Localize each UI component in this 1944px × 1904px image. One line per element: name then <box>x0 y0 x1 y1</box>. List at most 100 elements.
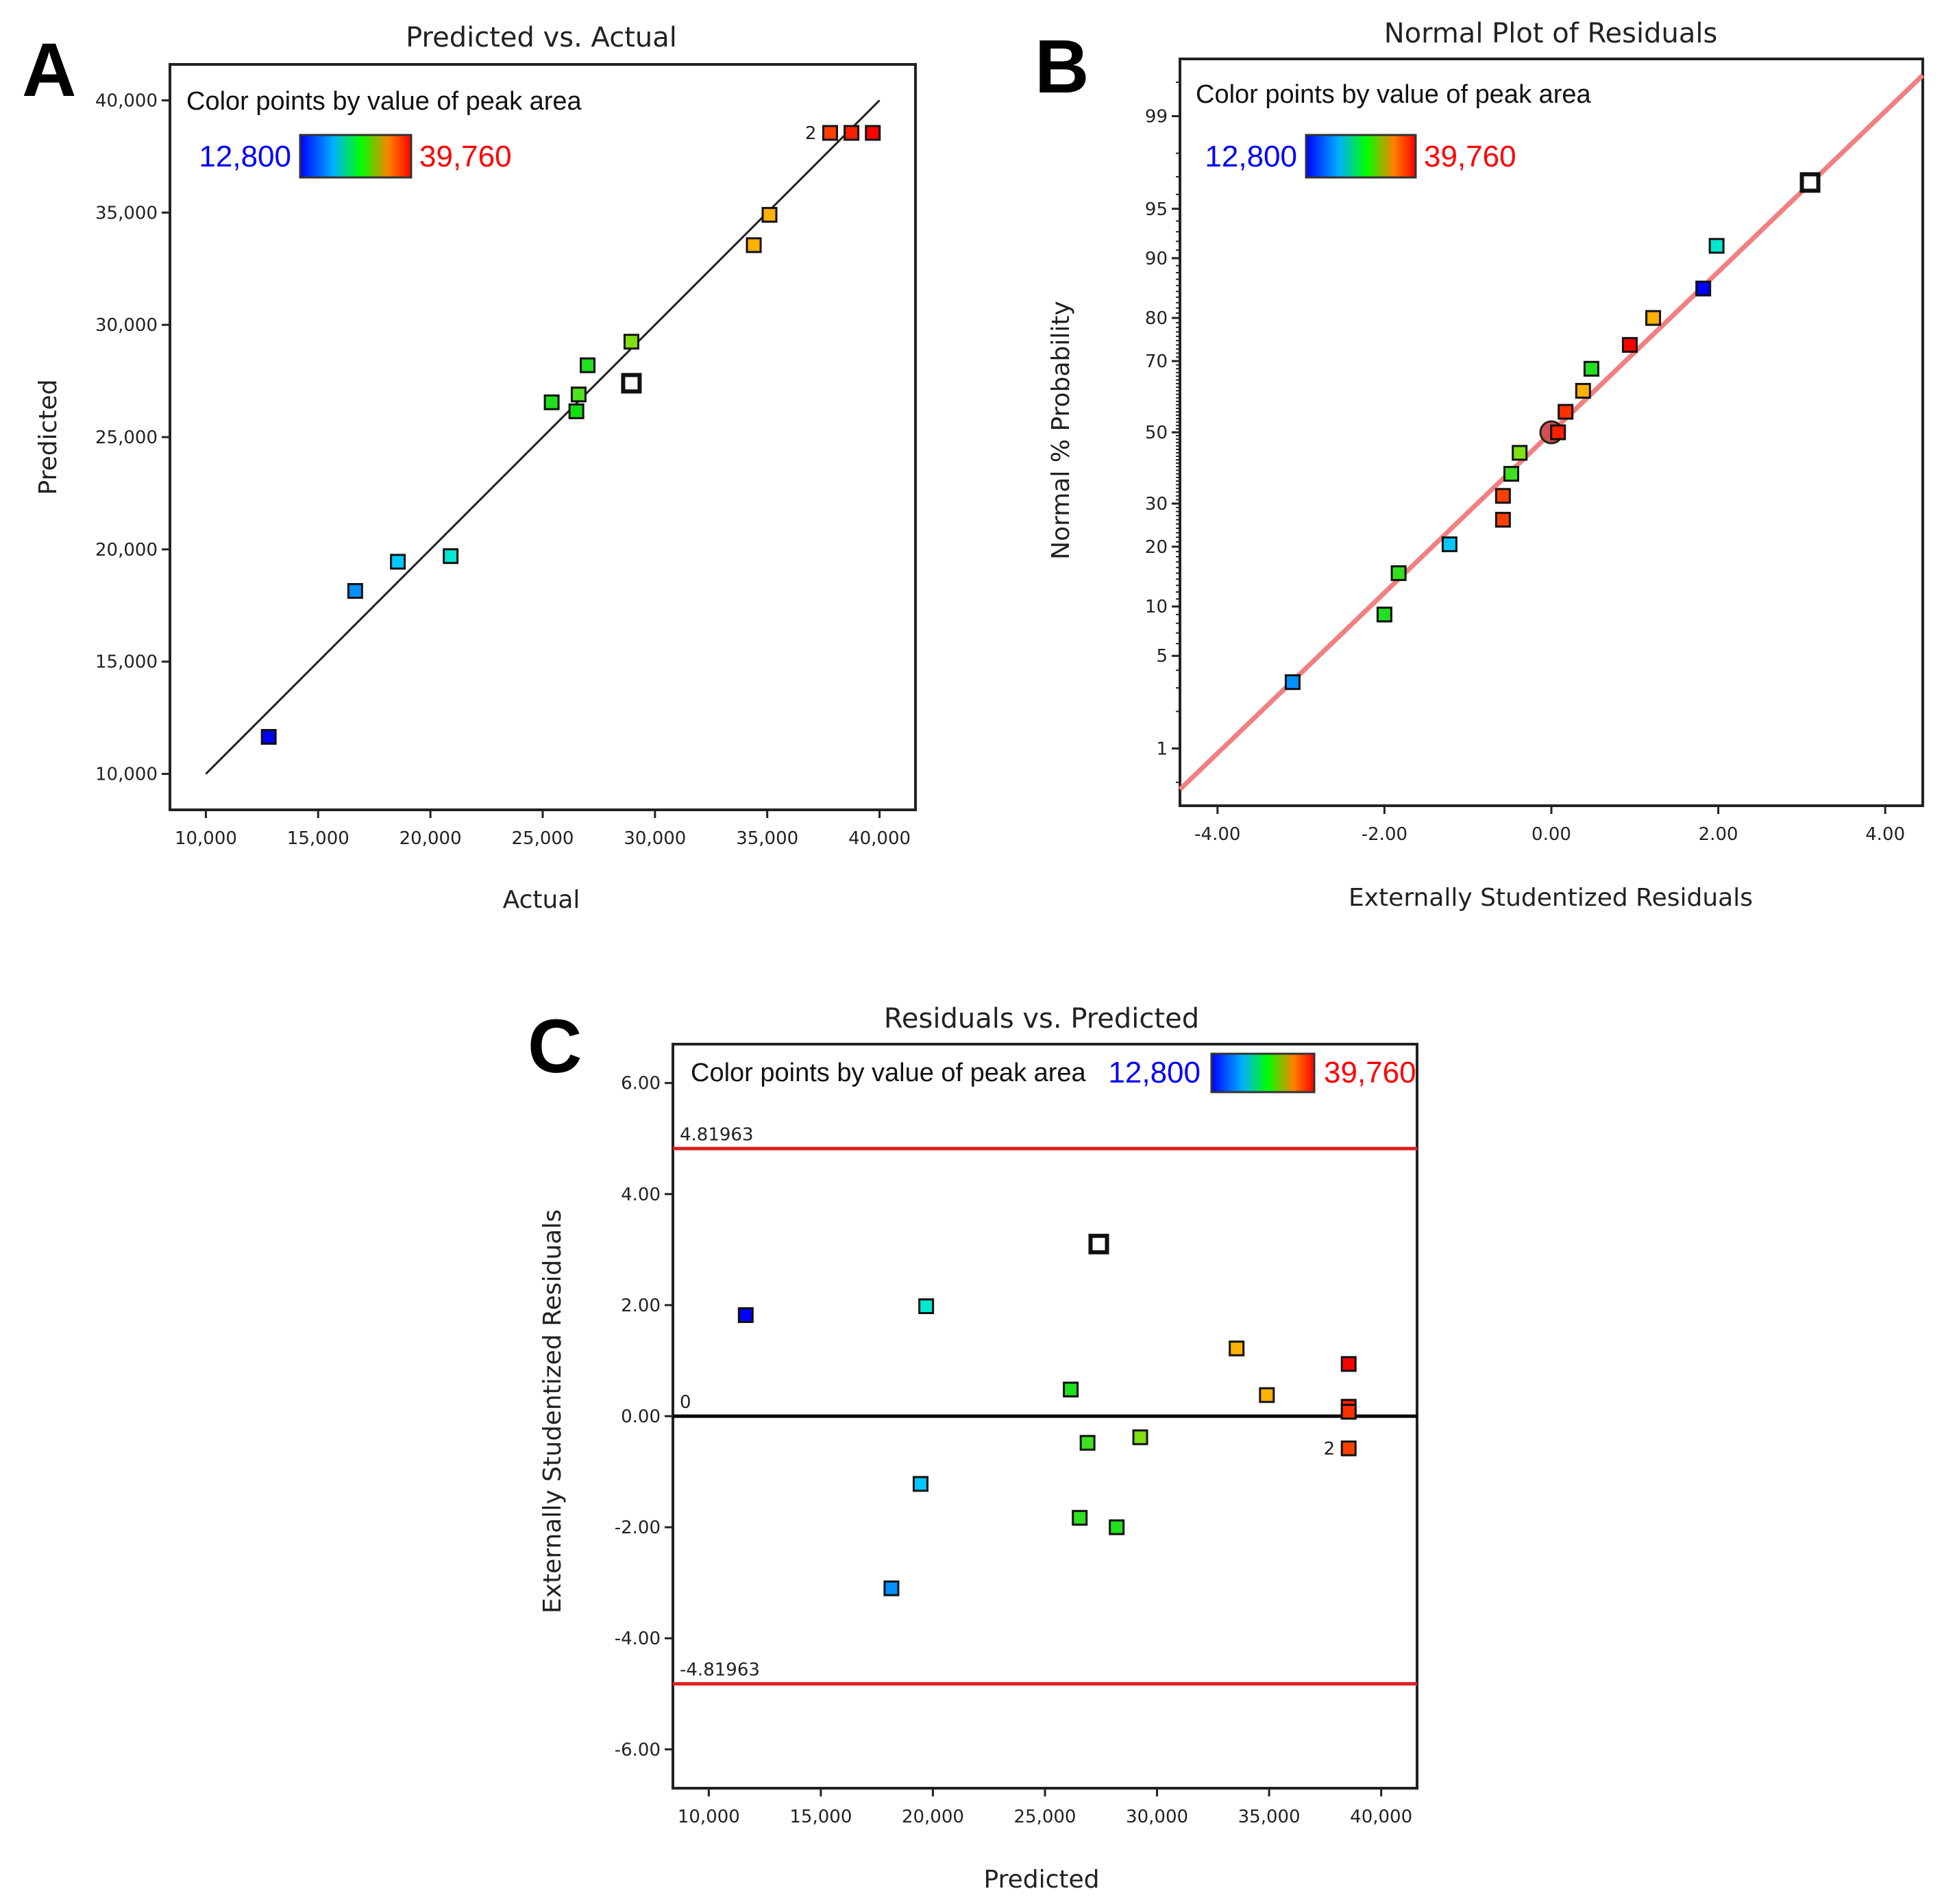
chart-b-data-point <box>1494 512 1511 528</box>
chart-c-lower-limit-label: -4.81963 <box>680 1660 760 1681</box>
legend-color-bar <box>299 134 413 179</box>
chart-a-data-point <box>621 373 642 394</box>
chart-c-data-point <box>1229 1340 1245 1357</box>
chart-b-data-point <box>1441 536 1457 552</box>
chart-a-data-point <box>580 357 596 373</box>
chart-c-y-tick-label: 0.00 <box>621 1407 661 1427</box>
legend-min-value: 12,800 <box>199 140 291 173</box>
chart-c-data-point <box>1340 1404 1357 1420</box>
chart-c-x-tick-label: 10,000 <box>678 1807 740 1827</box>
chart-b-x-tick-label: 0.00 <box>1531 824 1571 845</box>
chart-c-y-tick-label: -6.00 <box>615 1740 661 1760</box>
chart-a-y-axis-label: Predicted <box>34 380 62 495</box>
chart-c-data-point <box>1259 1387 1275 1403</box>
legend-title: Color points by value of peak area <box>186 87 582 116</box>
chart-b-y-tick-label: 5 <box>1156 646 1168 667</box>
chart-b-data-point <box>1708 238 1725 254</box>
legend-min-value: 12,800 <box>1108 1056 1201 1089</box>
chart-a-data-point <box>568 403 585 419</box>
chart-c-y-tick-label: -2.00 <box>615 1518 661 1538</box>
chart-b-x-tick-label: 4.00 <box>1865 824 1905 845</box>
chart-a-y-tick-label: 15,000 <box>95 652 158 673</box>
chart-c-lines: 4.81963 -4.81963 0 <box>673 1124 1417 1686</box>
legend-min-value: 12,800 <box>1205 140 1297 173</box>
chart-b-y-tick-label: 50 <box>1145 423 1168 443</box>
chart-a-fit-line <box>205 99 881 775</box>
chart-c-upper-limit-label: 4.81963 <box>680 1124 754 1145</box>
chart-b-data-point <box>1494 488 1511 504</box>
chart-b-data-point <box>1621 336 1638 353</box>
chart-c-x-tick-label: 35,000 <box>1238 1807 1301 1827</box>
chart-b-legend: Color points by value of peak area 12,80… <box>1196 80 1592 179</box>
panel-label-c: C <box>528 1004 582 1089</box>
chart-b-data-point <box>1512 445 1528 461</box>
chart-b-data-point <box>1550 424 1566 441</box>
chart-a-data-point <box>844 125 860 141</box>
chart-b-y-tick-label: 20 <box>1145 537 1168 558</box>
chart-b-data-point <box>1799 172 1821 193</box>
chart-c-data-point <box>1072 1509 1088 1526</box>
chart-a-x-tick-label: 25,000 <box>512 828 574 849</box>
chart-b-x-ticks: -4.00 -2.00 0.00 2.00 4.00 <box>1194 806 1905 845</box>
legend-title: Color points by value of peak area <box>1196 80 1592 109</box>
chart-c-title: Residuals vs. Predicted <box>884 1003 1199 1035</box>
chart-a-data-point <box>390 554 406 570</box>
chart-a-y-tick-label: 10,000 <box>95 765 158 785</box>
chart-a-data-point <box>865 125 881 141</box>
chart-c-data-point <box>883 1580 900 1596</box>
chart-a-y-tick-label: 25,000 <box>95 428 158 448</box>
chart-b-y-tick-label: 80 <box>1145 308 1168 329</box>
chart-a-data-point <box>443 548 459 565</box>
chart-b-y-tick-label: 95 <box>1145 199 1168 220</box>
chart-c-x-tick-label: 40,000 <box>1350 1807 1412 1827</box>
chart-c-data-point <box>1340 1440 1357 1457</box>
chart-a-legend: Color points by value of peak area 12,80… <box>186 87 582 179</box>
chart-c-point-label: 2 <box>1324 1439 1336 1459</box>
chart-b-y-tick-label: 99 <box>1145 107 1168 127</box>
chart-b-data-point <box>1376 606 1392 623</box>
chart-b-x-tick-label: -4.00 <box>1194 824 1240 845</box>
chart-c-zero-label: 0 <box>680 1392 691 1413</box>
legend-max-value: 39,760 <box>1324 1056 1416 1089</box>
chart-b-data-point <box>1583 360 1599 377</box>
chart-a-data-point <box>822 125 838 141</box>
legend-max-value: 39,760 <box>419 140 512 173</box>
chart-a-x-tick-label: 40,000 <box>848 828 911 849</box>
chart-c-x-tick-label: 20,000 <box>902 1807 964 1827</box>
chart-b-data-point <box>1503 466 1520 482</box>
chart-a-points: 2 <box>260 123 881 745</box>
chart-c-x-axis-label: Predicted <box>984 1866 1100 1894</box>
chart-a-data-point <box>347 582 363 599</box>
chart-c-x-ticks: 10,000 15,000 20,000 25,000 30,000 35,000 40,0… <box>678 1788 1412 1827</box>
chart-a-y-tick-label: 30,000 <box>95 315 158 336</box>
chart-a-lines <box>205 99 881 775</box>
chart-c-y-tick-label: 4.00 <box>621 1185 661 1205</box>
chart-b-y-tick-label: 30 <box>1145 494 1168 515</box>
chart-a-data-point <box>623 334 639 350</box>
chart-b-title: Normal Plot of Residuals <box>1384 18 1718 49</box>
chart-c-y-axis-label: Externally Studentized Residuals <box>539 1209 567 1614</box>
chart-b-y-ticks: 1 5 10 20 30 50 70 80 90 95 99 <box>1145 82 1180 783</box>
chart-a-y-tick-label: 20,000 <box>95 540 158 560</box>
chart-b-data-point <box>1695 280 1712 297</box>
chart-c-y-tick-label: 2.00 <box>621 1296 661 1316</box>
chart-a-x-tick-label: 35,000 <box>736 828 798 849</box>
chart-a-x-tick-label: 10,000 <box>175 828 237 849</box>
chart-c-data-point <box>737 1307 754 1323</box>
chart-predicted-vs-actual: A Predicted vs. Actual Actual Predicted … <box>22 22 917 914</box>
chart-c-data-point <box>1079 1435 1096 1451</box>
chart-a-y-ticks: 10,000 15,000 20,000 25,000 30,000 35,000 40,0… <box>95 90 170 785</box>
chart-b-x-tick-label: -2.00 <box>1362 824 1407 845</box>
chart-residuals-vs-predicted: C Residuals vs. Predicted Predicted Exte… <box>528 1003 1418 1894</box>
legend-color-bar <box>1305 134 1417 179</box>
chart-a-data-point <box>761 207 778 223</box>
chart-b-data-point <box>1284 674 1301 691</box>
chart-b-data-point <box>1390 565 1407 582</box>
chart-c-y-tick-label: 6.00 <box>621 1074 661 1094</box>
chart-b-points <box>1284 172 1821 691</box>
chart-a-x-ticks: 10,000 15,000 20,000 25,000 30,000 35,000 40,0… <box>175 810 911 849</box>
chart-b-data-point <box>1558 404 1574 420</box>
chart-b-x-tick-label: 2.00 <box>1699 824 1738 845</box>
legend-color-bar <box>1210 1052 1316 1093</box>
chart-c-y-tick-label: -4.00 <box>615 1629 661 1649</box>
